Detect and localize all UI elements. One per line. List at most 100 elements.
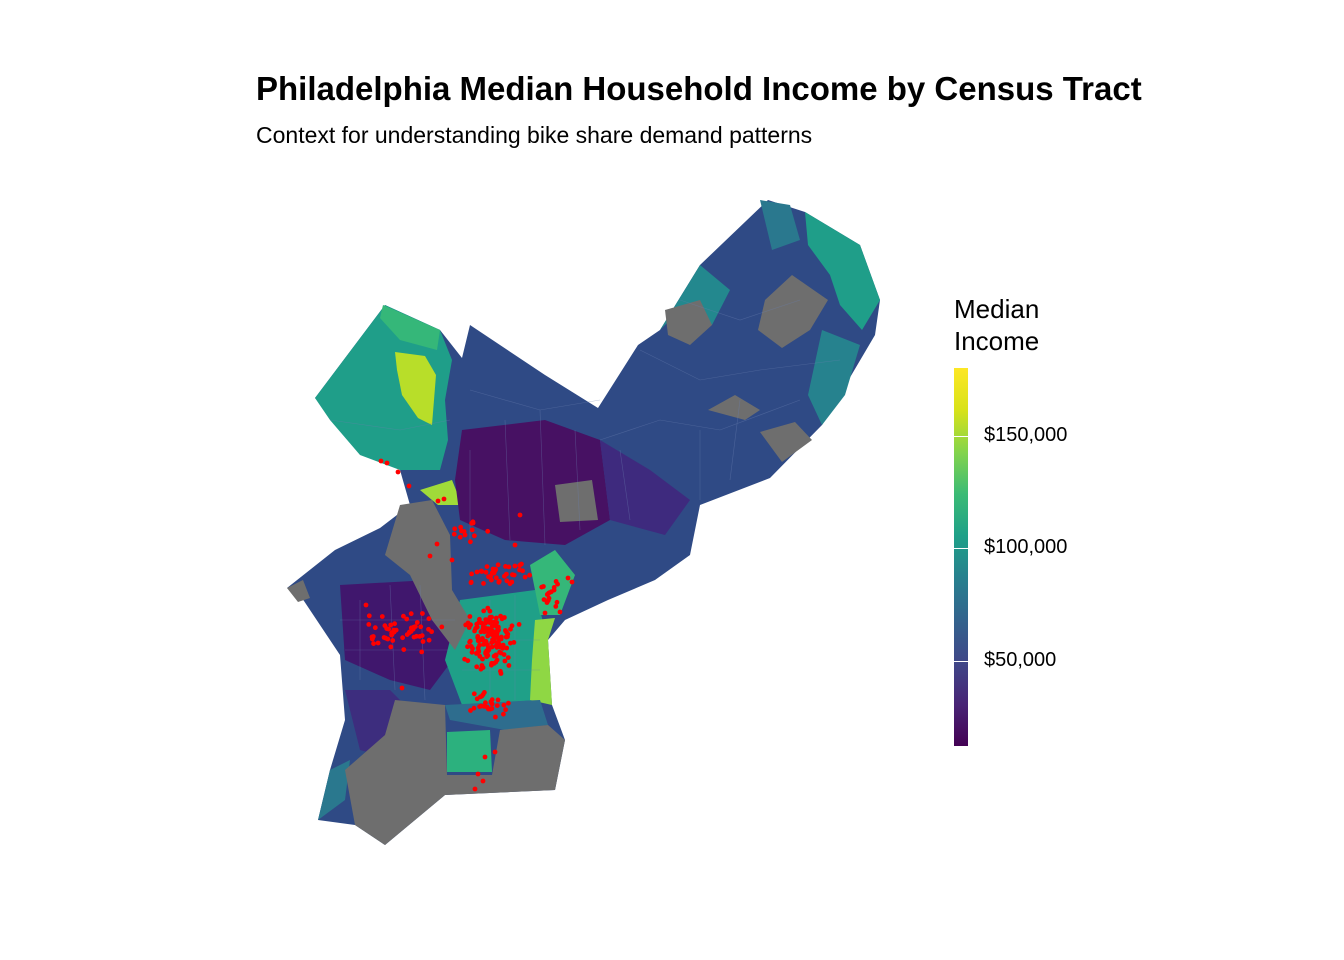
nodata-fairmount-park (385, 500, 470, 650)
station-point (565, 575, 571, 581)
legend-title-line1: Median (954, 294, 1040, 324)
station-point (483, 628, 489, 633)
station-point (474, 569, 480, 575)
nodata-pennypack (708, 395, 760, 420)
station-point (481, 581, 486, 586)
station-point (457, 534, 463, 540)
station-point (497, 649, 502, 655)
station-point (569, 579, 575, 585)
tract-northwest (315, 305, 452, 470)
station-point (483, 638, 489, 644)
station-point (555, 581, 560, 587)
station-point (484, 648, 490, 654)
station-point (420, 611, 425, 616)
station-point (501, 711, 506, 717)
station-point (491, 638, 497, 644)
station-point (489, 577, 494, 583)
station-point (462, 656, 467, 662)
station-point (390, 638, 396, 643)
station-point (470, 646, 475, 651)
tract-chestnut-hill (380, 305, 440, 350)
station-point (517, 512, 523, 518)
station-point (489, 644, 495, 650)
station-point (408, 611, 414, 617)
station-point (382, 623, 388, 629)
station-point (522, 574, 528, 580)
station-point (483, 700, 488, 706)
station-point (506, 700, 511, 706)
station-point (385, 636, 391, 642)
station-point (388, 622, 394, 628)
station-point (511, 640, 517, 645)
station-point (505, 634, 510, 640)
nodata-northeast-airport (758, 275, 828, 348)
station-point (468, 580, 474, 586)
legend-tick-mark (954, 435, 968, 437)
nodata-north-central (555, 480, 598, 522)
station-point (401, 647, 407, 652)
station-point (384, 460, 390, 466)
station-point (369, 634, 375, 640)
station-point (487, 608, 493, 614)
station-point (503, 628, 508, 633)
station-point (492, 749, 498, 755)
station-point (401, 613, 406, 619)
station-point (502, 658, 508, 664)
station-point (505, 655, 511, 660)
legend-tick-mark (954, 548, 968, 549)
station-point (435, 498, 441, 504)
station-point (414, 620, 420, 625)
station-point (484, 564, 490, 569)
station-point (449, 557, 455, 563)
station-point (493, 714, 498, 720)
station-point (371, 641, 376, 646)
station-point (509, 579, 515, 585)
tract-kensington (600, 440, 690, 535)
station-point (410, 626, 416, 632)
station-point (417, 634, 423, 639)
station-point (475, 771, 481, 777)
station-point (554, 599, 560, 605)
station-point (498, 668, 503, 674)
station-point (480, 778, 486, 784)
station-point (458, 524, 464, 530)
tract-fishtown (530, 550, 575, 615)
station-point (474, 664, 480, 670)
station-point (519, 561, 524, 567)
station-point (501, 702, 507, 708)
station-point (488, 699, 494, 705)
station-point (471, 705, 477, 711)
station-point (439, 624, 445, 630)
station-point (492, 622, 497, 627)
station-point (479, 637, 485, 643)
station-point (468, 708, 473, 713)
station-point (434, 541, 440, 547)
station-point (488, 619, 494, 625)
station-point (484, 704, 490, 710)
station-point (506, 663, 512, 668)
station-point (411, 634, 417, 640)
station-point (381, 635, 387, 640)
tract-ne-upper (805, 212, 880, 330)
station-point (372, 625, 378, 631)
legend-tick-label: $150,000 (984, 423, 1068, 446)
station-point (476, 649, 482, 655)
tract-ne-east (760, 200, 800, 250)
station-point (500, 643, 505, 648)
chart-subtitle: Context for understanding bike share dem… (256, 122, 813, 148)
station-point (379, 614, 385, 619)
tract-society-hill (530, 618, 555, 705)
station-point (495, 562, 501, 568)
station-point (483, 569, 489, 575)
station-point (482, 621, 488, 626)
station-point (469, 571, 474, 577)
legend-color-bar (954, 368, 968, 746)
nodata-river-east (760, 422, 812, 462)
station-point (420, 639, 426, 644)
station-point (452, 526, 458, 532)
station-point (399, 685, 405, 691)
station-point (473, 626, 478, 631)
station-point (494, 703, 500, 708)
station-point (502, 615, 507, 620)
station-point (512, 542, 518, 548)
